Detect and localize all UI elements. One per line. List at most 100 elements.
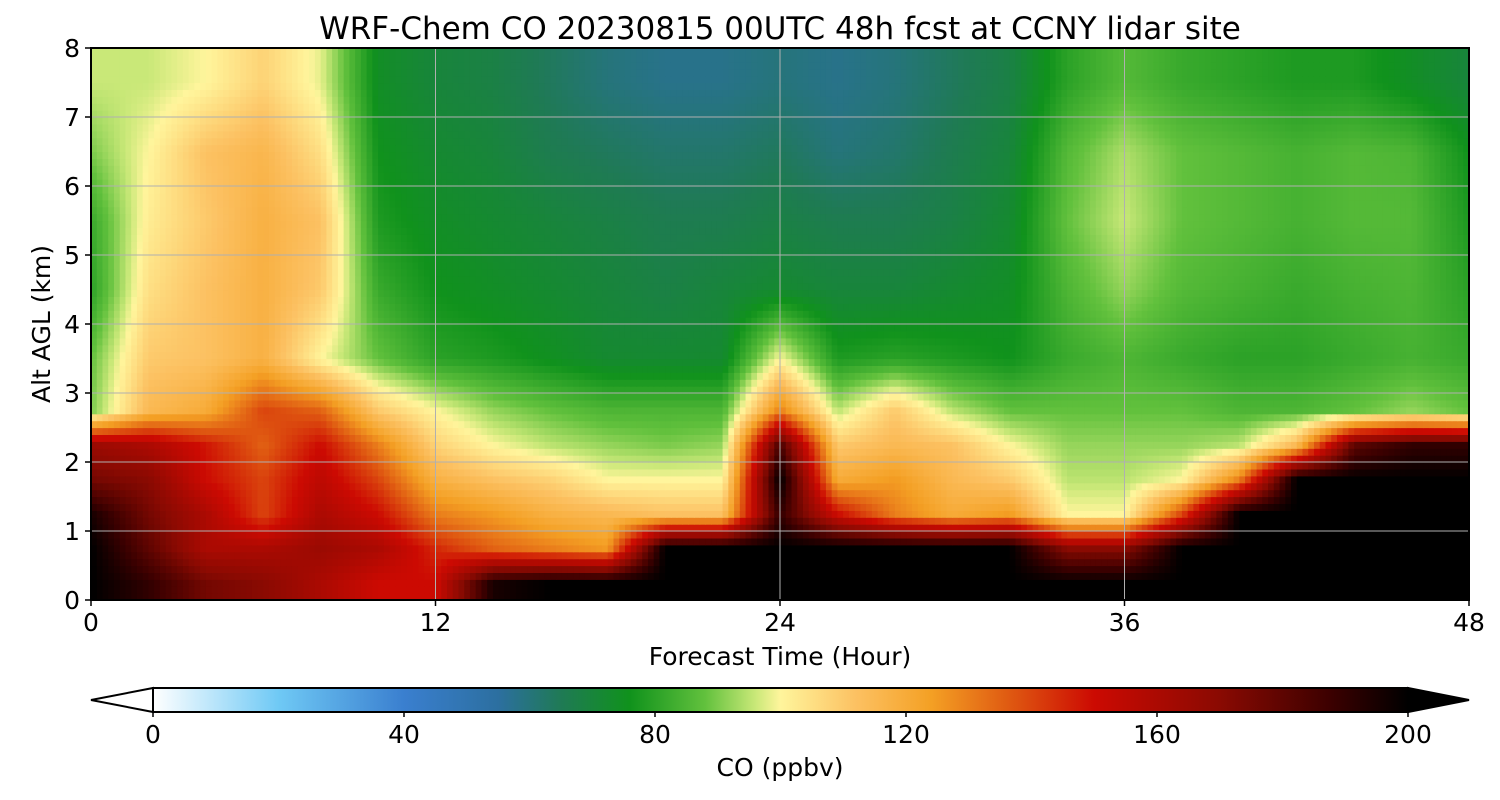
field-cell — [487, 565, 494, 573]
field-cell — [613, 537, 620, 546]
field-cell — [1268, 593, 1275, 600]
field-cell — [446, 544, 454, 553]
field-cell — [1308, 496, 1315, 504]
field-cell — [251, 551, 259, 560]
field-cell — [751, 537, 758, 546]
field-cell — [1308, 531, 1315, 539]
field-cell — [223, 517, 230, 525]
field-cell — [257, 517, 264, 525]
field-cell — [579, 503, 586, 511]
field-cell — [613, 462, 620, 470]
field-cell — [1371, 544, 1378, 553]
field-cell — [280, 579, 287, 587]
field-cell — [992, 544, 999, 553]
field-cell — [154, 579, 161, 587]
field-cell — [739, 579, 747, 587]
field-cell — [636, 482, 643, 491]
field-cell — [624, 544, 632, 553]
field-cell — [1009, 462, 1017, 470]
field-cell — [883, 572, 890, 580]
field-cell — [550, 551, 557, 560]
field-cell — [1268, 565, 1275, 573]
field-cell — [1285, 462, 1292, 470]
field-cell — [355, 579, 362, 587]
field-cell — [263, 593, 270, 600]
field-cell — [435, 455, 442, 463]
field-cell — [1038, 468, 1045, 477]
field-cell — [1331, 537, 1338, 546]
field-cell — [291, 551, 299, 560]
field-cell — [159, 572, 167, 580]
field-cell — [1101, 544, 1108, 553]
field-cell — [923, 468, 930, 477]
field-cell — [802, 489, 810, 498]
field-cell — [1107, 510, 1114, 518]
field-cell — [1199, 572, 1206, 580]
field-cell — [205, 517, 213, 525]
field-cell — [136, 537, 144, 546]
field-cell — [1067, 517, 1074, 525]
field-cell — [1239, 544, 1246, 553]
field-cell — [1256, 593, 1263, 600]
field-cell — [217, 537, 224, 546]
field-cell — [349, 482, 356, 491]
field-cell — [688, 593, 695, 600]
field-cell — [412, 593, 419, 600]
field-cell — [1181, 572, 1189, 580]
field-cell — [1359, 551, 1367, 560]
field-cell — [217, 489, 224, 498]
field-cell — [177, 524, 184, 532]
field-cell — [1411, 462, 1418, 470]
field-cell — [159, 579, 167, 587]
field-cell — [728, 586, 735, 594]
field-cell — [590, 531, 597, 539]
field-cell — [297, 565, 305, 573]
field-cell — [1032, 531, 1039, 539]
field-cell — [1400, 475, 1407, 484]
field-cell — [291, 455, 299, 463]
field-cell — [1009, 510, 1017, 518]
field-cell — [360, 572, 368, 580]
field-cell — [177, 455, 184, 463]
field-cell — [211, 455, 218, 463]
field-cell — [389, 462, 396, 470]
field-cell — [682, 565, 689, 573]
field-cell — [464, 468, 471, 477]
field-cell — [194, 455, 201, 463]
field-cell — [1359, 572, 1367, 580]
field-cell — [1021, 579, 1028, 587]
field-cell — [785, 517, 793, 525]
field-cell — [303, 537, 310, 546]
field-cell — [1302, 531, 1309, 539]
field-cell — [1302, 462, 1309, 470]
field-cell — [1003, 496, 1011, 504]
field-cell — [619, 462, 626, 470]
field-cell — [441, 524, 448, 532]
field-cell — [670, 462, 678, 470]
field-cell — [900, 579, 907, 587]
field-cell — [1273, 503, 1281, 511]
field-cell — [337, 503, 345, 511]
field-cell — [200, 468, 207, 477]
field-cell — [889, 537, 896, 546]
field-cell — [337, 482, 345, 491]
field-cell — [946, 531, 953, 539]
field-cell — [831, 475, 839, 484]
field-cell — [877, 455, 884, 463]
field-cell — [1342, 586, 1350, 594]
field-cell — [1009, 496, 1017, 504]
field-cell — [113, 482, 121, 491]
field-cell — [1457, 462, 1464, 470]
field-cell — [1044, 455, 1051, 463]
field-cell — [757, 551, 764, 560]
field-cell — [739, 565, 747, 573]
field-cell — [642, 544, 649, 553]
field-cell — [963, 579, 971, 587]
field-cell — [848, 475, 856, 484]
field-cell — [1158, 579, 1166, 587]
field-cell — [326, 510, 333, 518]
field-cell — [1245, 586, 1252, 594]
field-cell — [871, 475, 879, 484]
field-cell — [912, 593, 919, 600]
field-cell — [349, 579, 356, 587]
